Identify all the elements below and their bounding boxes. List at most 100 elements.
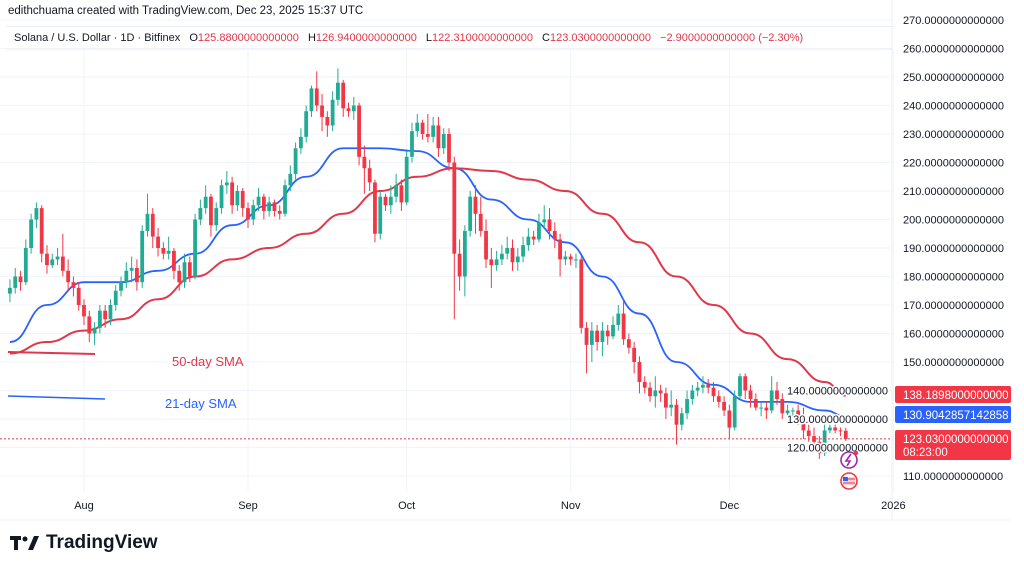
candle-body: [796, 410, 801, 417]
candle: [187, 256, 192, 283]
lightning-icon[interactable]: [840, 450, 859, 469]
candle-body: [45, 253, 49, 266]
candle: [404, 151, 409, 206]
candle: [346, 102, 351, 117]
tradingview-wordmark: TradingView: [46, 532, 158, 553]
candle: [706, 379, 711, 394]
candle-body: [34, 208, 39, 220]
us-flag-icon[interactable]: [840, 472, 858, 490]
candle-body: [632, 347, 637, 362]
candle-body: [753, 399, 758, 408]
candle: [489, 248, 494, 288]
candle-body: [55, 256, 60, 260]
candle: [336, 68, 340, 106]
candle: [341, 79, 346, 117]
candle: [82, 299, 86, 325]
candle: [547, 208, 552, 240]
sma50-badge-value: 138.1898000000000: [903, 390, 1009, 402]
time-tick: Oct: [398, 500, 415, 512]
candle: [674, 399, 679, 445]
candle-body: [637, 362, 642, 382]
candle-body: [574, 259, 578, 261]
candle: [775, 381, 779, 405]
candle: [362, 145, 367, 194]
candle-body: [658, 390, 663, 394]
candle-body: [283, 185, 287, 214]
candle-body: [394, 185, 399, 197]
candle-body: [166, 250, 171, 254]
candle: [304, 105, 309, 143]
candle: [71, 276, 76, 297]
sma21-annotation: 21-day SMA: [165, 396, 237, 411]
candle: [637, 356, 642, 394]
sma50-annotation: 50-day SMA: [172, 354, 244, 369]
candle-body: [357, 105, 361, 157]
candle-body: [505, 248, 510, 254]
price-tick: 120.0000000000000: [787, 443, 888, 455]
price-tick: 160.0000000000000: [903, 329, 1004, 341]
candle: [13, 267, 18, 294]
price-tick: 110.0000000000000: [903, 471, 1003, 483]
candle-body: [240, 191, 245, 209]
price-tick: 260.0000000000000: [903, 44, 1004, 56]
candle: [431, 116, 436, 143]
candle-body: [23, 248, 28, 283]
candle-body: [531, 236, 536, 240]
sma50-badge: [895, 386, 1011, 403]
candle: [838, 427, 843, 437]
candle-body: [97, 310, 102, 328]
candle: [378, 191, 383, 240]
candle-body: [50, 259, 55, 266]
candle: [605, 324, 610, 345]
candle: [50, 253, 55, 268]
candle-body: [812, 436, 816, 442]
price-axis[interactable]: 270.0000000000000 260.0000000000000 250.00…: [786, 15, 1004, 483]
candle-body: [843, 430, 848, 439]
candle: [833, 424, 838, 434]
candle: [425, 114, 430, 143]
candle-body: [71, 282, 76, 288]
candle-body: [833, 427, 838, 431]
candle: [822, 424, 827, 457]
candle: [293, 142, 298, 180]
candle: [669, 390, 674, 417]
candle-body: [817, 441, 822, 454]
candle-body: [822, 430, 827, 454]
candle-body: [288, 173, 293, 186]
candle-body: [494, 259, 499, 266]
candle: [267, 196, 272, 217]
candle: [246, 202, 250, 229]
candle: [537, 213, 541, 243]
symbol-legend: Solana / U.S. Dollar · 1D · Bitfinex O12…: [6, 26, 894, 50]
candle: [145, 193, 150, 237]
candle: [600, 322, 605, 357]
candle: [415, 114, 420, 137]
price-tick: 190.0000000000000: [903, 243, 1004, 255]
candle-body: [685, 399, 689, 414]
candle-body: [92, 327, 97, 334]
price-tick: 230.0000000000000: [903, 129, 1004, 141]
candle: [780, 393, 785, 419]
price-chart[interactable]: 270.0000000000000 260.0000000000000 250.00…: [0, 0, 1024, 525]
candle-body: [827, 427, 832, 431]
candle-body: [801, 416, 806, 431]
candle-body: [108, 305, 113, 320]
price-tick: 140.0000000000000: [787, 386, 888, 398]
candle: [399, 179, 404, 211]
candle-body: [87, 316, 92, 334]
candle-body: [589, 330, 594, 345]
sma21-badge-value: 130.9042857142858: [903, 410, 1009, 422]
candle-body: [298, 136, 303, 149]
candle-body: [653, 390, 658, 397]
last-price-badge-value: 123.0300000000000: [903, 434, 1009, 446]
candle-body: [743, 376, 748, 391]
candle: [272, 199, 277, 217]
change-value: −2.9000000000000 (−2.30%): [660, 32, 804, 44]
time-axis[interactable]: Aug Sep Oct Nov Dec 2026: [74, 500, 905, 512]
symbol-name[interactable]: Solana / U.S. Dollar · 1D · Bitfinex: [14, 32, 181, 44]
candle: [711, 381, 716, 402]
tradingview-logo[interactable]: TradingView: [10, 532, 158, 554]
candle: [531, 230, 536, 246]
candle: [140, 225, 145, 288]
grid: [0, 0, 894, 520]
